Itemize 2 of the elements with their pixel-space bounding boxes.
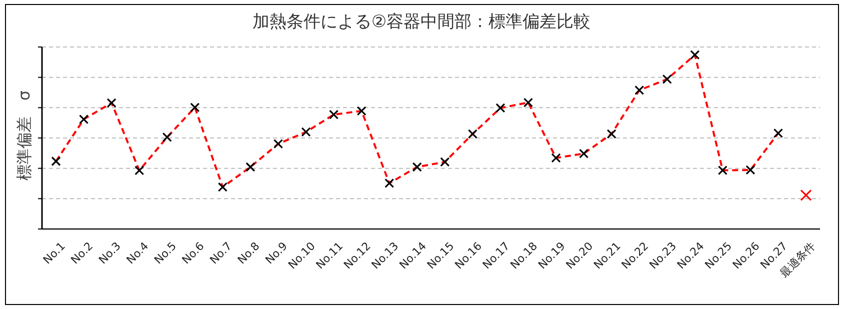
y-axis-title: 標準偏差 σ bbox=[14, 90, 34, 180]
chart-title: 加熱条件による②容器中間部：標準偏差比較 bbox=[251, 11, 592, 33]
